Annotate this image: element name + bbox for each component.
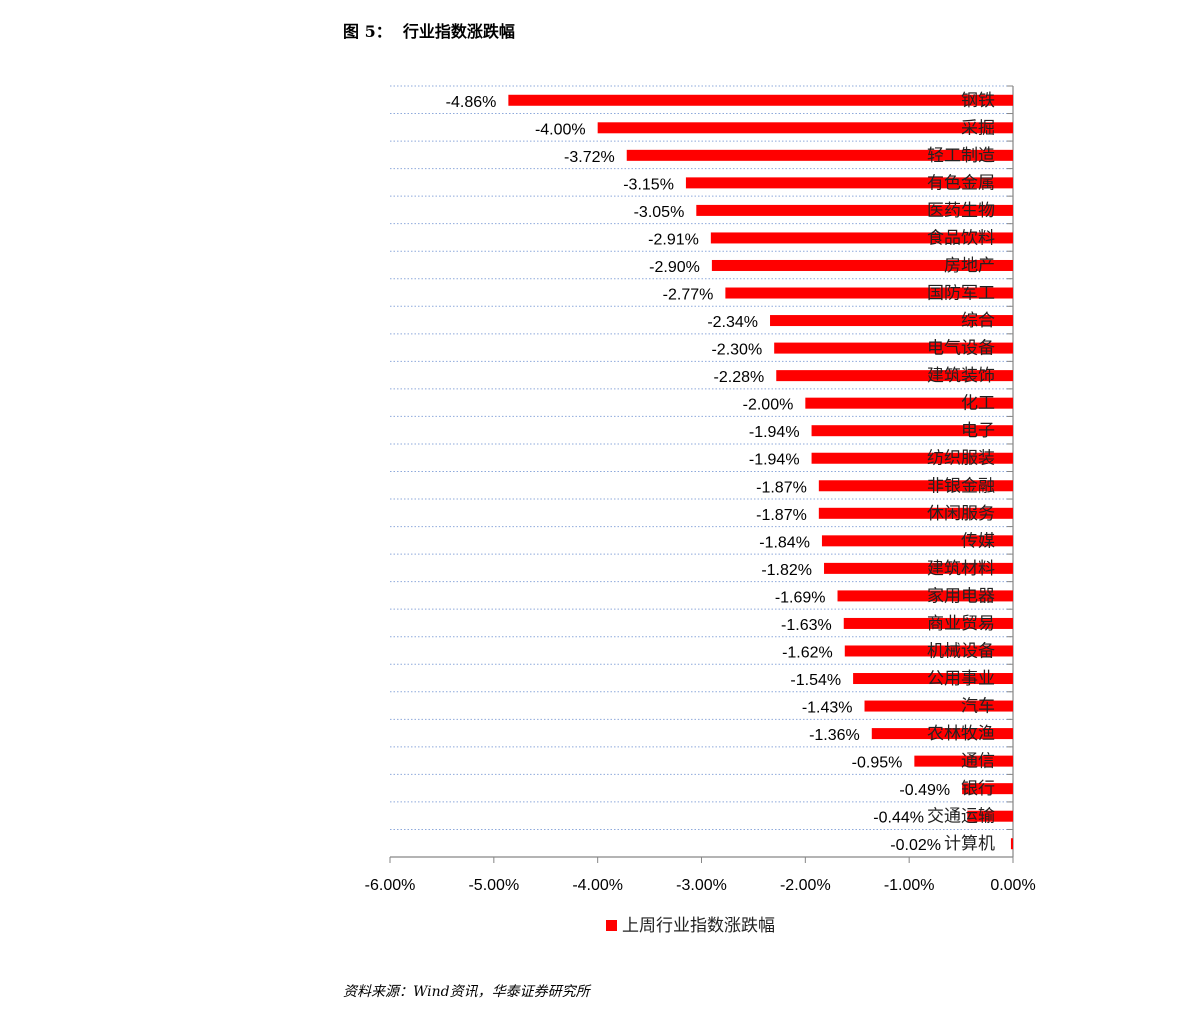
category-label: 非银金融 [927, 476, 995, 496]
category-label: 通信 [961, 752, 995, 772]
data-label: -1.62% [782, 644, 833, 661]
bar [626, 149, 1013, 161]
bar [711, 259, 1013, 271]
category-label: 化工 [961, 394, 995, 414]
category-label: 轻工制造 [927, 146, 995, 166]
bar [776, 370, 1013, 382]
bar [1010, 838, 1013, 850]
category-label: 银行 [961, 779, 995, 799]
category-label: 机械设备 [927, 641, 995, 661]
category-label: 国防军工 [927, 284, 995, 304]
data-label: -1.87% [756, 479, 807, 496]
data-label: -1.63% [781, 617, 832, 634]
bar [508, 94, 1013, 106]
category-label: 计算机 [944, 834, 995, 854]
data-label: -1.94% [749, 424, 800, 441]
data-label: -0.49% [899, 782, 950, 799]
bar [725, 287, 1013, 299]
bar [837, 590, 1013, 602]
legend-swatch [606, 920, 617, 931]
category-label: 电子 [961, 421, 995, 441]
category-label: 公用事业 [927, 669, 995, 689]
bar [597, 122, 1013, 134]
category-label: 采掘 [961, 118, 995, 138]
data-label: -4.86% [446, 94, 497, 111]
category-label: 汽车 [961, 697, 995, 717]
data-label: -1.84% [759, 534, 810, 551]
bar [774, 342, 1013, 354]
category-label: 农林牧渔 [927, 724, 995, 744]
data-label: -3.72% [564, 149, 615, 166]
x-tick-label: -5.00% [468, 877, 519, 894]
data-label: -1.94% [749, 452, 800, 469]
category-label: 交通运输 [927, 807, 995, 827]
data-label: -2.34% [707, 314, 758, 331]
bar [811, 452, 1013, 464]
data-label: -3.15% [623, 176, 674, 193]
bar [871, 728, 1013, 740]
bar [864, 700, 1013, 712]
data-label: -1.36% [809, 727, 860, 744]
bar [818, 507, 1013, 519]
data-label: -1.69% [775, 589, 826, 606]
x-tick-label: -4.00% [572, 877, 623, 894]
data-label: -0.02% [890, 837, 941, 854]
bar [685, 177, 1013, 189]
category-label: 传媒 [961, 531, 995, 551]
category-label: 有色金属 [927, 173, 995, 193]
bar [844, 645, 1013, 657]
source-note: 资料来源：Wind资讯，华泰证券研究所 [343, 984, 590, 1000]
category-label: 建筑装饰 [927, 366, 995, 386]
category-label: 综合 [961, 311, 995, 331]
x-tick-label: -1.00% [884, 877, 935, 894]
bar [853, 673, 1013, 685]
data-label: -1.82% [761, 562, 812, 579]
bar [962, 783, 1013, 795]
data-label: -2.30% [711, 342, 762, 359]
x-tick-label: -6.00% [365, 877, 416, 894]
data-label: -0.95% [852, 755, 903, 772]
category-label: 钢铁 [961, 91, 995, 111]
category-label: 纺织服装 [927, 449, 995, 469]
bar [843, 617, 1013, 629]
bar [821, 535, 1013, 547]
legend-label: 上周行业指数涨跌幅 [622, 916, 775, 936]
data-label: -1.54% [790, 672, 841, 689]
x-tick-label: -2.00% [780, 877, 831, 894]
bar [770, 315, 1013, 327]
data-label: -3.05% [634, 204, 685, 221]
category-label: 食品饮料 [927, 228, 995, 248]
bar [696, 204, 1013, 216]
data-label: -2.28% [714, 369, 765, 386]
x-tick-label: 0.00% [990, 877, 1035, 894]
category-label: 商业贸易 [927, 614, 995, 634]
category-label: 电气设备 [927, 339, 995, 359]
data-label: -2.91% [648, 231, 699, 248]
x-tick-label: -3.00% [676, 877, 727, 894]
data-label: -0.44% [873, 810, 924, 827]
bar [914, 755, 1013, 767]
data-label: -2.00% [743, 397, 794, 414]
category-label: 家用电器 [927, 586, 995, 606]
bar [811, 425, 1013, 437]
category-label: 建筑材料 [927, 559, 995, 579]
data-label: -2.90% [649, 259, 700, 276]
data-label: -1.43% [802, 700, 853, 717]
data-label: -2.77% [663, 287, 714, 304]
category-label: 休闲服务 [927, 504, 995, 524]
data-label: -1.87% [756, 507, 807, 524]
category-label: 房地产 [944, 256, 995, 276]
bar [710, 232, 1013, 244]
data-label: -4.00% [535, 121, 586, 138]
bar [824, 562, 1013, 574]
category-label: 医药生物 [927, 201, 995, 221]
bar [967, 810, 1013, 822]
figure-title: 图 5： 行业指数涨跌幅 [343, 22, 515, 41]
bar [818, 480, 1013, 492]
bar [805, 397, 1013, 409]
